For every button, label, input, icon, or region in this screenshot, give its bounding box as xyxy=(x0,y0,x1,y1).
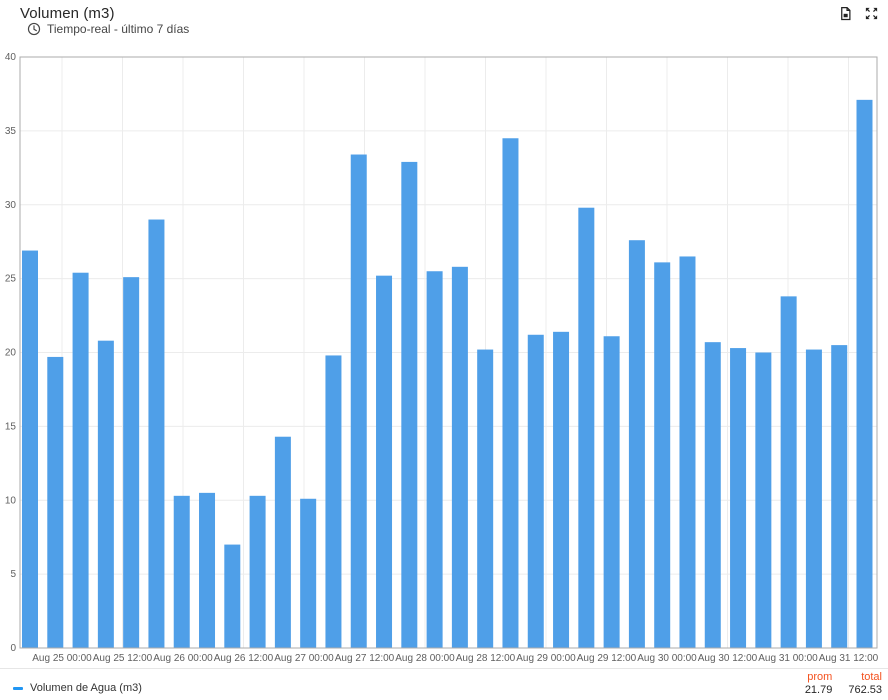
bar[interactable] xyxy=(805,349,822,648)
bar[interactable] xyxy=(47,356,64,648)
bar[interactable] xyxy=(173,495,190,648)
y-tick-label: 40 xyxy=(5,52,17,63)
legend-footer: Volumen de Agua (m3) prom 21.79 total 76… xyxy=(0,668,888,700)
bar[interactable] xyxy=(72,272,89,648)
x-tick-label: Aug 29 00:00 xyxy=(516,653,576,664)
y-tick-label: 35 xyxy=(5,126,17,137)
bar[interactable] xyxy=(426,271,443,648)
bar[interactable] xyxy=(249,495,266,648)
fullscreen-icon[interactable] xyxy=(860,2,882,24)
bar[interactable] xyxy=(123,277,140,648)
export-image-icon[interactable] xyxy=(834,2,856,24)
bar[interactable] xyxy=(300,498,317,648)
x-tick-label: Aug 30 12:00 xyxy=(698,653,758,664)
stat-total-value: 762.53 xyxy=(848,684,882,696)
bar[interactable] xyxy=(628,240,645,648)
bar[interactable] xyxy=(730,348,747,648)
stat-total: total 762.53 xyxy=(848,671,882,697)
bar[interactable] xyxy=(502,138,519,648)
y-tick-label: 15 xyxy=(5,421,17,432)
stat-prom-value: 21.79 xyxy=(804,684,833,696)
bar[interactable] xyxy=(224,544,241,648)
stat-prom-header: prom xyxy=(807,671,833,683)
legend-marker xyxy=(13,686,23,690)
timewindow-button[interactable]: Tiempo-real - último 7 días xyxy=(27,22,189,36)
x-tick-label: Aug 28 00:00 xyxy=(395,653,455,664)
bar[interactable] xyxy=(451,266,468,648)
x-tick-label: Aug 28 12:00 xyxy=(456,653,516,664)
stat-total-header: total xyxy=(861,671,882,683)
y-tick-label: 0 xyxy=(10,643,16,654)
y-tick-label: 20 xyxy=(5,348,17,359)
panel-title: Volumen (m3) xyxy=(20,5,115,22)
x-tick-label: Aug 31 12:00 xyxy=(819,653,879,664)
header-actions xyxy=(834,2,882,24)
x-tick-label: Aug 27 12:00 xyxy=(335,653,395,664)
bar[interactable] xyxy=(578,207,595,648)
bar[interactable] xyxy=(199,492,216,648)
bar[interactable] xyxy=(780,296,797,648)
bar[interactable] xyxy=(376,275,393,648)
y-tick-label: 25 xyxy=(5,274,17,285)
x-tick-label: Aug 31 00:00 xyxy=(758,653,818,664)
clock-icon xyxy=(27,22,41,36)
x-tick-label: Aug 26 00:00 xyxy=(153,653,213,664)
bar[interactable] xyxy=(553,331,570,648)
bar[interactable] xyxy=(401,161,418,648)
y-tick-label: 5 xyxy=(10,569,16,580)
bar[interactable] xyxy=(148,219,165,648)
bar[interactable] xyxy=(350,154,367,648)
bar-chart: Aug 25 00:00 Aug 25 12:00 Aug 26 00:00 Aug … xyxy=(5,52,879,664)
bar[interactable] xyxy=(603,336,620,648)
x-tick-label: Aug 26 12:00 xyxy=(214,653,274,664)
bar[interactable] xyxy=(704,342,721,648)
bar[interactable] xyxy=(856,99,873,649)
timewindow-label: Tiempo-real - último 7 días xyxy=(47,22,190,36)
bar[interactable] xyxy=(679,256,696,648)
bar[interactable] xyxy=(325,355,342,648)
x-tick-label: Aug 25 12:00 xyxy=(93,653,153,664)
bar[interactable] xyxy=(755,352,772,649)
legend-item[interactable]: Volumen de Agua (m3) xyxy=(13,682,142,694)
x-tick-label: Aug 27 00:00 xyxy=(274,653,334,664)
legend-stats: prom 21.79 total 762.53 xyxy=(805,671,882,697)
x-tick-label: Aug 30 00:00 xyxy=(637,653,697,664)
x-tick-label: Aug 25 00:00 xyxy=(32,653,92,664)
y-tick-label: 10 xyxy=(5,495,17,506)
stat-prom: prom 21.79 xyxy=(805,671,833,697)
y-tick-label: 30 xyxy=(5,200,17,211)
bar[interactable] xyxy=(831,345,848,648)
plot-border xyxy=(19,56,878,649)
bar[interactable] xyxy=(527,334,544,648)
bar[interactable] xyxy=(274,436,291,648)
bar[interactable] xyxy=(477,349,494,648)
bar[interactable] xyxy=(22,250,38,649)
bar[interactable] xyxy=(97,340,114,648)
bar[interactable] xyxy=(654,262,671,648)
legend-label: Volumen de Agua (m3) xyxy=(30,682,142,694)
x-tick-label: Aug 29 12:00 xyxy=(577,653,637,664)
